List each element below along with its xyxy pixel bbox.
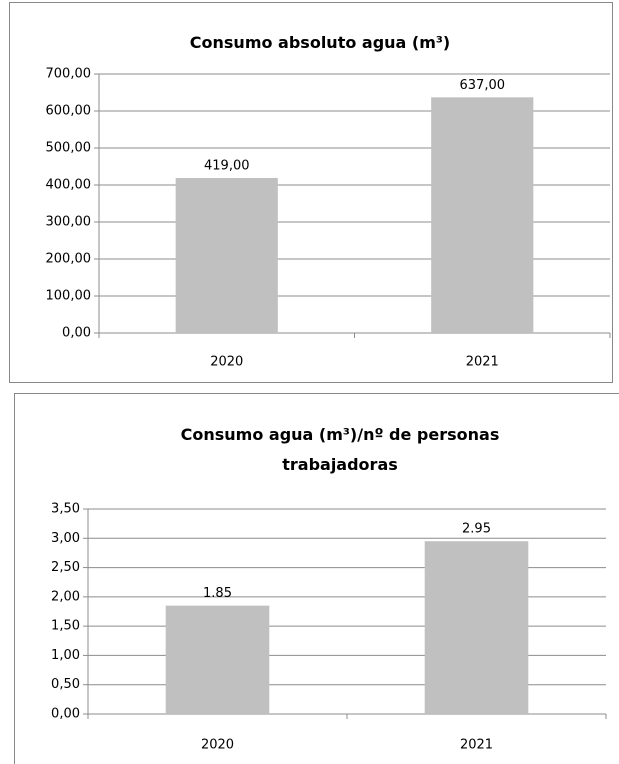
y-tick-label: 0,00 xyxy=(62,326,91,341)
bar xyxy=(175,177,278,333)
y-tick-label: 700,00 xyxy=(46,67,92,82)
data-label: 637,00 xyxy=(460,78,506,93)
y-tick-label: 100,00 xyxy=(46,289,92,304)
y-tick-label: 3,00 xyxy=(51,531,80,546)
data-label: 419,00 xyxy=(204,158,250,173)
y-tick-label: 400,00 xyxy=(46,178,92,193)
y-tick-label: 500,00 xyxy=(46,141,92,156)
data-label: 2.95 xyxy=(462,522,491,537)
data-label: 1.85 xyxy=(203,586,232,601)
y-tick-label: 1,00 xyxy=(51,648,80,663)
x-tick-label: 2020 xyxy=(201,738,234,753)
y-tick-label: 200,00 xyxy=(46,252,92,267)
y-tick-label: 3,50 xyxy=(51,502,80,517)
y-tick-label: 1,50 xyxy=(51,619,80,634)
x-tick-label: 2021 xyxy=(466,355,499,370)
y-tick-label: 300,00 xyxy=(46,215,92,230)
y-tick-label: 600,00 xyxy=(46,104,92,119)
bar xyxy=(424,541,529,714)
bar xyxy=(165,605,270,714)
x-tick-label: 2020 xyxy=(210,355,243,370)
chart-title: Consumo agua (m³)/nº de personas trabaja… xyxy=(180,425,500,474)
y-tick-label: 0,00 xyxy=(51,707,80,722)
y-tick-label: 2,00 xyxy=(51,589,80,604)
x-tick-label: 2021 xyxy=(460,738,493,753)
chart-title: Consumo absoluto agua (m³) xyxy=(189,33,451,52)
y-tick-label: 2,50 xyxy=(51,560,80,575)
bar xyxy=(431,97,534,333)
y-tick-label: 0,50 xyxy=(51,677,80,692)
